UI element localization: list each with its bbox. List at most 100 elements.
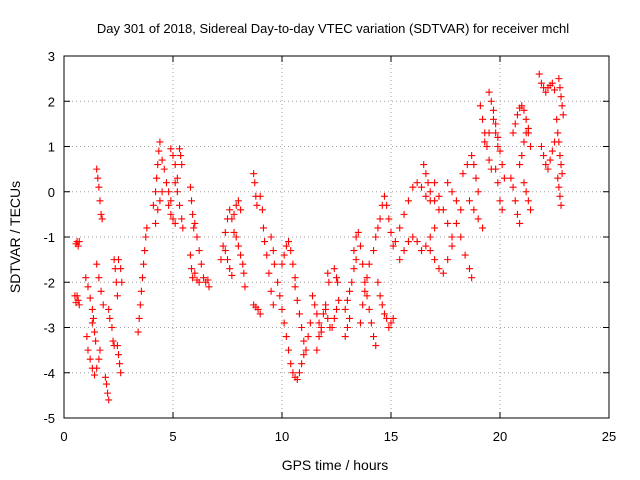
data-point <box>200 274 208 282</box>
data-point <box>556 152 564 160</box>
data-point <box>520 106 528 114</box>
data-point <box>522 115 530 123</box>
data-point <box>105 305 113 313</box>
data-point <box>280 251 288 259</box>
data-point <box>254 305 262 313</box>
data-point <box>494 133 502 141</box>
data-point <box>452 197 460 205</box>
data-point <box>317 324 325 331</box>
data-point <box>300 337 308 345</box>
data-point <box>140 260 148 268</box>
data-point <box>335 296 343 304</box>
data-point <box>230 228 238 236</box>
data-point <box>385 215 393 223</box>
data-point <box>468 152 476 160</box>
data-point <box>293 376 301 384</box>
data-point <box>240 269 248 277</box>
data-point <box>195 278 203 286</box>
data-point <box>311 301 319 309</box>
data-point <box>554 129 562 137</box>
data-point <box>363 292 371 300</box>
data-point <box>226 206 234 214</box>
data-point <box>448 242 456 250</box>
data-point <box>239 260 247 268</box>
data-point <box>193 233 201 241</box>
data-point <box>383 201 391 209</box>
data-point <box>115 256 122 264</box>
data-point <box>367 319 375 327</box>
data-point <box>474 215 482 223</box>
data-point <box>556 84 564 92</box>
data-point <box>404 197 412 205</box>
data-point <box>494 179 502 187</box>
data-point <box>162 179 170 187</box>
data-point <box>511 197 519 205</box>
data-point <box>295 310 303 318</box>
data-point <box>88 319 96 327</box>
data-point <box>544 165 552 173</box>
y-tick-label: 0 <box>48 185 55 200</box>
data-point <box>93 364 101 372</box>
data-point <box>365 260 373 268</box>
data-point <box>302 346 310 354</box>
data-point <box>226 265 234 273</box>
data-point <box>472 174 480 182</box>
data-point <box>91 328 99 336</box>
data-point <box>522 188 530 196</box>
data-point <box>341 333 349 341</box>
data-point <box>485 129 493 137</box>
data-point <box>269 247 277 255</box>
data-point <box>509 129 517 137</box>
data-point <box>289 369 297 377</box>
data-point <box>263 251 271 259</box>
data-point <box>167 197 175 205</box>
data-point <box>548 147 556 155</box>
data-point <box>188 265 196 273</box>
data-point <box>448 233 456 241</box>
data-point <box>98 215 106 223</box>
data-point <box>485 156 493 164</box>
data-point <box>191 269 199 277</box>
data-point <box>295 369 303 377</box>
data-marks <box>71 70 567 404</box>
data-point <box>391 238 399 246</box>
data-point <box>330 265 338 273</box>
data-point <box>92 337 100 345</box>
data-point <box>95 183 103 191</box>
data-point <box>293 296 301 304</box>
data-point <box>413 238 421 246</box>
data-point <box>93 165 101 173</box>
data-point <box>435 192 443 200</box>
data-point <box>422 192 430 200</box>
data-point <box>228 271 236 279</box>
data-point <box>195 247 203 255</box>
data-point <box>88 305 96 313</box>
data-point <box>426 247 434 255</box>
data-point <box>153 174 161 182</box>
data-point <box>372 342 380 350</box>
data-point <box>511 120 519 128</box>
data-point <box>74 242 82 250</box>
data-point <box>101 373 109 381</box>
data-point <box>83 333 91 341</box>
data-point <box>328 324 336 331</box>
data-point <box>204 276 212 284</box>
data-point <box>134 328 142 336</box>
data-point <box>324 314 332 322</box>
data-point <box>169 215 177 223</box>
data-point <box>479 115 487 123</box>
data-point <box>343 296 351 304</box>
data-point <box>167 210 175 218</box>
data-point <box>418 247 426 255</box>
data-point <box>343 324 351 331</box>
data-point <box>400 210 408 218</box>
data-point <box>548 79 556 87</box>
data-point <box>232 233 240 241</box>
data-point <box>237 206 245 214</box>
data-point <box>524 124 532 132</box>
data-point <box>492 165 500 173</box>
data-point <box>465 265 473 273</box>
data-point <box>117 369 125 377</box>
data-point <box>404 238 412 246</box>
x-tick-label: 10 <box>275 429 289 444</box>
